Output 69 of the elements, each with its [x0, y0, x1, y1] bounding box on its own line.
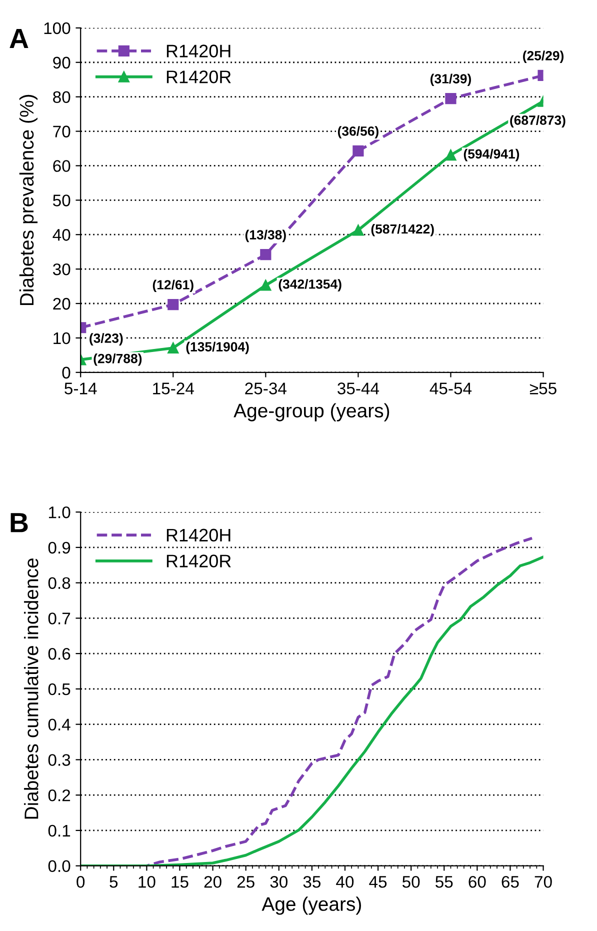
y-tick-label: 50: [53, 194, 70, 206]
x-tick-label: 60: [468, 876, 486, 888]
x-axis-title: Age (years): [262, 896, 361, 915]
data-label: (31/39): [430, 74, 471, 86]
x-tick-label: 10: [138, 876, 156, 888]
x-tick-label: 35: [303, 876, 321, 888]
y-tick-label: 0.1: [48, 824, 70, 837]
data-label: (342/1354): [278, 279, 342, 292]
data-label: (29/788): [94, 354, 142, 366]
point: [352, 145, 364, 156]
y-tick-label: 80: [53, 91, 70, 104]
y-tick-label: 0.5: [48, 683, 70, 696]
y-tick-label: 0: [62, 366, 70, 379]
x-tick-label: 5: [110, 876, 118, 888]
y-tick-label: 0.3: [48, 754, 70, 766]
y-axis-title: Diabetes prevalence (%): [19, 94, 38, 306]
x-tick-label: 40: [336, 876, 354, 888]
chart-title: A: [10, 28, 28, 48]
x-tick-label: 0: [76, 876, 85, 888]
x-tick-label: 30: [270, 876, 288, 888]
x-tick-label: 65: [502, 876, 519, 888]
y-tick-label: 30: [52, 263, 70, 276]
x-tick-label: 55: [436, 876, 453, 888]
data-label: (3/23): [90, 333, 123, 346]
y-tick-label: 90: [53, 56, 70, 69]
data-label: (12/61): [152, 280, 194, 292]
data-label: (687/873): [510, 115, 566, 128]
y-tick-label: 70: [53, 126, 70, 138]
x-tick-label: 70: [534, 876, 552, 888]
x-tick-label: 35-44: [338, 382, 380, 394]
data-label: (25/29): [523, 50, 564, 63]
x-tick-label: 25: [237, 876, 254, 888]
x-tick-label: ≥55: [530, 382, 556, 394]
y-tick-label: 0.2: [48, 789, 70, 802]
y-tick-label: 10: [54, 332, 70, 344]
data-label: (594/941): [464, 148, 520, 162]
y-tick-label: 60: [53, 160, 70, 172]
point: [260, 280, 272, 291]
x-tick-label: 50: [402, 876, 420, 888]
y-axis-title: Diabetes cumulative incidence: [24, 558, 38, 819]
x-tick-label: 25-34: [245, 382, 286, 394]
legend-label: R1420H: [166, 528, 230, 542]
x-tick-label: 15: [172, 876, 188, 888]
point: [260, 249, 272, 260]
x-tick-label: 20: [204, 876, 222, 888]
y-tick-label: 40: [52, 229, 70, 241]
chart-title: B: [10, 513, 28, 532]
data-label: (587/1422): [371, 224, 434, 236]
y-tick-label: 100: [44, 22, 70, 34]
y-tick-label: 0.4: [48, 718, 70, 731]
legend-label: R1420R: [166, 554, 231, 568]
legend-label: R1420R: [166, 70, 231, 84]
data-label: (13/38): [245, 230, 286, 242]
x-tick-label: 45: [369, 876, 387, 888]
y-tick-label: 0.9: [48, 542, 70, 554]
y-tick-label: 0.6: [48, 648, 70, 660]
y-tick-label: 1.0: [48, 506, 70, 518]
x-tick-label: 5-14: [64, 382, 97, 394]
x-tick-label: 15-24: [153, 382, 194, 394]
y-tick-label: 0.7: [48, 612, 70, 624]
x-tick-label: 45-54: [430, 382, 472, 394]
x-axis-title: Age-group (years): [234, 403, 390, 422]
data-label: (36/56): [338, 126, 378, 138]
y-tick-label: 0.0: [48, 860, 70, 872]
point: [352, 224, 364, 236]
y-tick-label: 20: [53, 298, 70, 310]
y-tick-label: 0.8: [48, 577, 70, 590]
data-label: (135/1904): [186, 342, 249, 354]
legend-label: R1420H: [166, 44, 230, 58]
